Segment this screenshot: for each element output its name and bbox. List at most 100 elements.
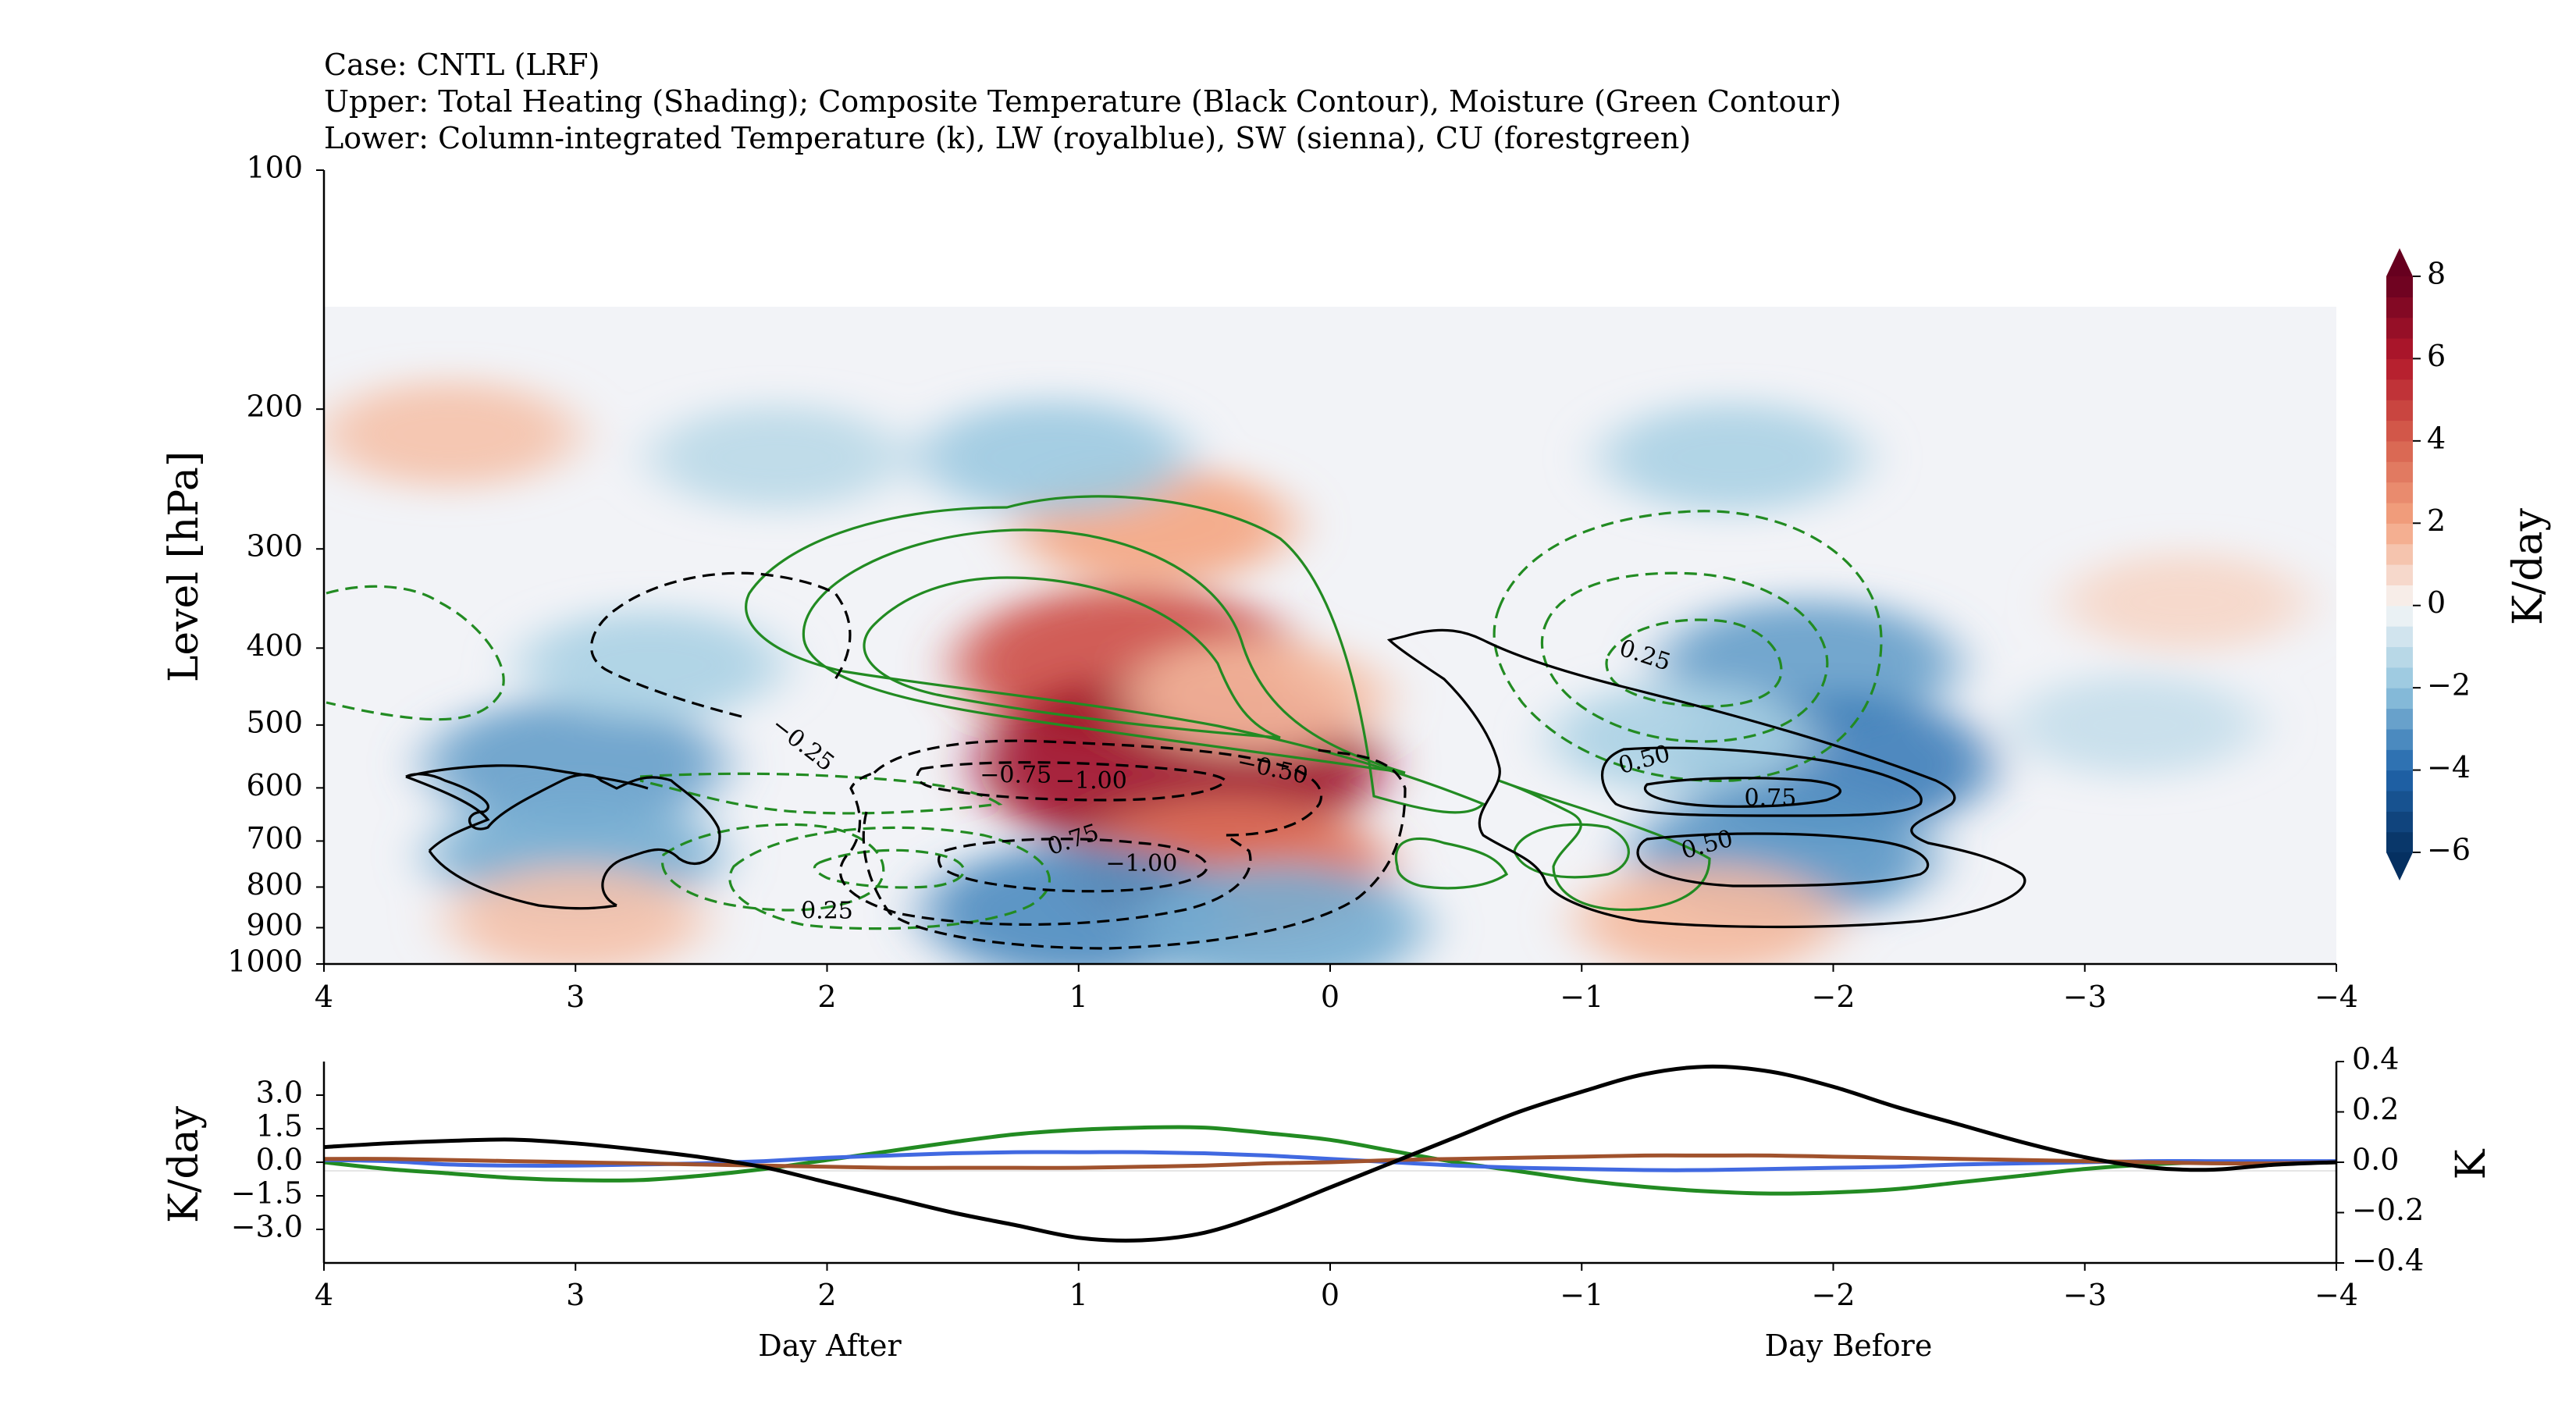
lower-y-axis-right: 0.4 0.2 0.0 −0.2 −0.4 xyxy=(2336,1042,2424,1278)
colorbar-block xyxy=(2386,523,2413,545)
upper-y-tick-label: 700 xyxy=(246,821,303,855)
lower-y-axis-label: K/day xyxy=(161,1105,208,1223)
colorbar-tick-label: 8 xyxy=(2427,257,2446,291)
temperature-contour-dashed xyxy=(838,739,1323,926)
lower-y-tick-label-right: −0.2 xyxy=(2352,1193,2424,1227)
moisture-contour xyxy=(1498,779,1711,912)
colorbar-extend-top xyxy=(2386,248,2413,276)
colorbar-block xyxy=(2386,626,2413,648)
figure-header: Case: CNTL (LRF) Upper: Total Heating (S… xyxy=(324,48,1841,155)
colorbar-tick-label: 6 xyxy=(2427,339,2446,373)
temperature-contour xyxy=(1636,832,1930,887)
colorbar-block xyxy=(2386,358,2413,380)
colorbar-block xyxy=(2386,770,2413,791)
colorbar-tick-label: −4 xyxy=(2427,750,2471,784)
upper-x-tick-label: 1 xyxy=(1069,980,1088,1014)
temperature-contour xyxy=(1644,777,1842,808)
colorbar-block xyxy=(2386,667,2413,688)
temperature-contour-label: −1.00 xyxy=(1105,850,1177,877)
heating-blob xyxy=(2065,553,2307,652)
series-line xyxy=(324,1064,2336,1243)
heating-blob xyxy=(1602,402,1863,512)
upper-x-tick-label: 0 xyxy=(1321,980,1340,1014)
lower-y-tick-label-right: 0.4 xyxy=(2352,1042,2399,1076)
heating-blob xyxy=(520,610,781,720)
colorbar-block xyxy=(2386,831,2413,853)
colorbar-block xyxy=(2386,420,2413,442)
colorbar-block xyxy=(2386,790,2413,812)
heating-blob xyxy=(650,404,903,510)
upper-y-tick-label: 100 xyxy=(246,151,303,185)
series-line xyxy=(324,1125,2336,1196)
moisture-contour-dashed xyxy=(660,823,885,912)
colorbar-tick-label: 0 xyxy=(2427,585,2446,620)
lower-x-tick-label: −4 xyxy=(2314,1278,2358,1312)
heating-blob xyxy=(324,381,578,488)
upper-panel: 0.25−0.25 −0.75 −1.00 −0.500.75−1.000.250.5… xyxy=(161,151,2358,1015)
lower-y-axis: 3.01.50.0−1.5−3.0 xyxy=(231,1076,324,1244)
lower-y-tick-label-right: 0.0 xyxy=(2352,1143,2399,1177)
upper-x-tick-label: 2 xyxy=(817,980,836,1014)
colorbar-blocks xyxy=(2386,276,2413,853)
colorbar-block xyxy=(2386,811,2413,833)
colorbar-ticks: 8 6 4 2 0 −2 −4 −6 xyxy=(2413,257,2471,867)
colorbar-block xyxy=(2386,564,2413,585)
colorbar-block xyxy=(2386,605,2413,627)
lower-x-tick-label: 1 xyxy=(1069,1278,1088,1312)
upper-x-tick-label: −3 xyxy=(2063,980,2107,1014)
lower-x-tick-label: −1 xyxy=(1560,1278,1603,1312)
colorbar-block xyxy=(2386,688,2413,710)
colorbar-block xyxy=(2386,482,2413,503)
series-line xyxy=(324,1153,2336,1170)
upper-y-tick-label: 800 xyxy=(246,867,303,902)
temperature-contour xyxy=(405,764,721,910)
lower-x-tick-label: 2 xyxy=(817,1278,836,1312)
upper-y-tick-label: 900 xyxy=(246,908,303,942)
upper-y-tick-label: 500 xyxy=(246,705,303,739)
upper-x-tick-label: −1 xyxy=(1560,980,1603,1014)
upper-y-tick-label: 1000 xyxy=(227,944,303,979)
day-after-label: Day After xyxy=(758,1329,902,1363)
heating-blob xyxy=(1135,865,1425,964)
temperature-contour xyxy=(1601,746,1923,817)
temperature-contour-dashed xyxy=(862,748,1407,950)
lower-y-tick-label: −1.5 xyxy=(231,1176,303,1211)
colorbar-block xyxy=(2386,297,2413,318)
moisture-contour-dashed xyxy=(728,826,1051,930)
lower-y-tick-label: 1.5 xyxy=(256,1109,303,1144)
temperature-contour-label: −1.00 xyxy=(1055,767,1127,795)
colorbar-tick-label: −6 xyxy=(2427,833,2471,867)
temperature-contour xyxy=(1386,628,2026,929)
moisture-contour xyxy=(802,528,1406,774)
lower-x-tick-label: 4 xyxy=(315,1278,333,1312)
upper-y-tick-label: 300 xyxy=(246,529,303,564)
upper-x-tick-label: −4 xyxy=(2314,980,2358,1014)
colorbar-block xyxy=(2386,646,2413,668)
moisture-contour xyxy=(1394,837,1509,890)
header-case: Case: CNTL (LRF) xyxy=(324,48,600,82)
colorbar-block xyxy=(2386,379,2413,400)
lower-x-tick-label: −3 xyxy=(2063,1278,2107,1312)
temperature-contour-label: 0.75 xyxy=(1745,784,1797,812)
colorbar-label: K/day xyxy=(2505,507,2552,625)
header-lower-description: Lower: Column-integrated Temperature (k)… xyxy=(324,121,1691,155)
lower-x-axis: 4 3 2 1 0 −1 −2 −3 −4 xyxy=(315,1263,2358,1312)
colorbar-tick-label: 2 xyxy=(2427,503,2446,538)
colorbar-block xyxy=(2386,708,2413,730)
upper-y-tick-label: 200 xyxy=(246,389,303,424)
moisture-contour-dashed xyxy=(1540,571,1829,743)
heating-blob xyxy=(426,699,724,829)
lower-y-tick-label: 0.0 xyxy=(256,1143,303,1177)
temperature-contour-dashed xyxy=(916,761,1228,802)
lower-x-tick-label: 0 xyxy=(1321,1278,1340,1312)
temperature-contour-label: −0.75 xyxy=(980,761,1051,788)
upper-y-axis-label: Level [hPa] xyxy=(161,451,208,682)
lower-y-tick-label-right: −0.4 xyxy=(2352,1243,2424,1278)
colorbar-block xyxy=(2386,440,2413,462)
moisture-contour-dashed xyxy=(1493,510,1883,782)
colorbar-block xyxy=(2386,317,2413,339)
lower-y-tick-label: −3.0 xyxy=(231,1210,303,1244)
